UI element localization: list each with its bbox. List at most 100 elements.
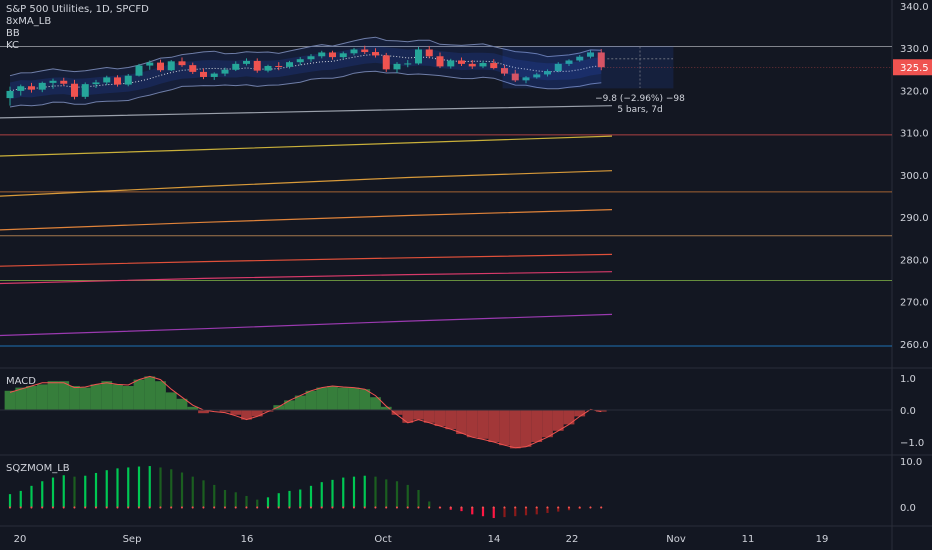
sqzmom-dot-39: • [427, 504, 431, 512]
macd-histogram-bar-16 [176, 398, 188, 410]
symbol-title[interactable]: S&P 500 Utilities, 1D, SPCFD [6, 4, 149, 15]
macd-histogram-bar-46 [499, 410, 510, 446]
candle-body-43 [468, 63, 476, 67]
macd-histogram-bar-22 [241, 410, 252, 420]
sqzmom-dot-14: • [158, 504, 162, 512]
macd-histogram-bar-7 [79, 387, 91, 410]
macd-histogram-bar-38 [413, 410, 424, 420]
measure-label-change: −9.8 (−2.96%) −98 [595, 94, 685, 104]
sqzmom-dot-29: • [320, 504, 324, 512]
macd-histogram-bar-29 [316, 387, 328, 410]
candle-body-11 [124, 75, 132, 85]
sqzmom-dot-16: • [180, 504, 184, 512]
sqzmom-dot-40: • [438, 504, 442, 512]
sqzmom-tick-0: 10.0 [900, 457, 922, 468]
bollinger-upper-line [9, 36, 602, 77]
macd-histogram-bar-49 [531, 410, 543, 442]
price-tick-300: 300.0 [900, 171, 929, 182]
candle-body-40 [436, 56, 444, 67]
candle-body-53 [576, 56, 584, 61]
indicator-label-8xma[interactable]: 8xMA_LB [6, 16, 52, 27]
sqzmom-dot-7: • [83, 504, 87, 512]
indicator-label-bb[interactable]: BB [6, 28, 20, 39]
macd-histogram-bar-14 [155, 381, 166, 410]
price-tick-290: 290.0 [900, 213, 929, 224]
measure-label-bars: 5 bars, 7d [617, 105, 662, 115]
sqzmom-dot-5: • [62, 504, 66, 512]
candle-body-46 [501, 68, 508, 74]
sqzmom-dot-51: • [556, 504, 560, 512]
moving-average-line-4 [0, 253, 613, 267]
sqzmom-dot-30: • [330, 504, 334, 512]
candle-body-26 [286, 62, 293, 67]
price-tick-270: 270.0 [900, 298, 929, 309]
sqzmom-dot-34: • [373, 504, 377, 512]
macd-histogram-bar-8 [90, 384, 102, 410]
sqzmom-dot-45: • [492, 504, 496, 512]
macd-histogram-bar-15 [165, 392, 177, 410]
sqzmom-dot-43: • [470, 504, 474, 512]
candle-body-0 [6, 90, 14, 99]
candle-body-3 [38, 82, 46, 90]
sqzmom-dot-55: • [599, 504, 603, 512]
price-tick-260: 260.0 [900, 340, 929, 351]
sqzmom-dot-13: • [148, 504, 152, 512]
candle-body-48 [522, 77, 530, 81]
candle-body-12 [135, 65, 143, 76]
candle-body-23 [253, 60, 261, 71]
sqzmom-dot-10: • [115, 504, 119, 512]
macd-histogram-bar-40 [434, 410, 446, 426]
time-tick-4: 14 [488, 534, 501, 545]
moving-average-line-1 [0, 135, 613, 157]
time-tick-5: 22 [566, 534, 579, 545]
moving-average-line-5 [0, 271, 613, 285]
candle-body-22 [243, 60, 250, 64]
keltner-channel-fill [10, 46, 602, 100]
moving-average-line-2 [0, 170, 613, 197]
macd-histogram-bar-55 [595, 410, 607, 412]
sqzmom-dot-31: • [341, 504, 345, 512]
sqzmom-dot-3: • [40, 504, 44, 512]
sqzmom-dot-52: • [567, 504, 571, 512]
sqzmom-dot-37: • [406, 504, 410, 512]
sqzmom-pane-label[interactable]: SQZMOM_LB [6, 463, 70, 474]
sqzmom-dot-27: • [298, 504, 302, 512]
sqzmom-dot-2: • [29, 504, 33, 512]
macd-pane-label[interactable]: MACD [6, 376, 36, 387]
sqzmom-tick-1: 0.0 [900, 503, 916, 514]
candle-body-17 [189, 65, 197, 72]
sqzmom-dot-4: • [51, 504, 55, 512]
candle-body-21 [232, 63, 240, 70]
candle-body-9 [103, 77, 111, 83]
sqzmom-dot-21: • [234, 504, 238, 512]
sqzmom-dot-11: • [126, 504, 130, 512]
macd-histogram-bar-6 [69, 386, 80, 410]
candle-body-50 [544, 71, 551, 75]
time-tick-0: 20 [14, 534, 27, 545]
macd-histogram-bar-51 [552, 410, 564, 431]
time-tick-7: 11 [742, 534, 755, 545]
candle-body-25 [275, 65, 283, 67]
candle-body-8 [92, 82, 100, 85]
macd-histogram-bar-21 [230, 410, 242, 415]
sqzmom-dot-6: • [72, 504, 76, 512]
macd-histogram-bar-34 [370, 397, 381, 410]
macd-histogram-bar-31 [337, 387, 349, 410]
macd-histogram-bar-37 [402, 410, 414, 423]
candle-body-45 [490, 63, 498, 69]
sqzmom-dot-32: • [352, 504, 356, 512]
indicator-label-kc[interactable]: KC [6, 40, 19, 51]
candle-body-30 [329, 52, 336, 58]
candle-body-37 [404, 63, 412, 65]
candle-body-13 [146, 62, 154, 66]
time-tick-6: Nov [666, 534, 686, 545]
macd-histogram-bar-35 [380, 406, 392, 410]
sqzmom-dot-36: • [395, 504, 399, 512]
macd-histogram-bar-47 [509, 410, 521, 449]
candle-body-38 [415, 49, 422, 64]
macd-histogram-bar-13 [144, 376, 156, 410]
sqzmom-dot-38: • [416, 504, 420, 512]
sqzmom-dot-54: • [588, 504, 592, 512]
candle-body-28 [307, 56, 315, 60]
